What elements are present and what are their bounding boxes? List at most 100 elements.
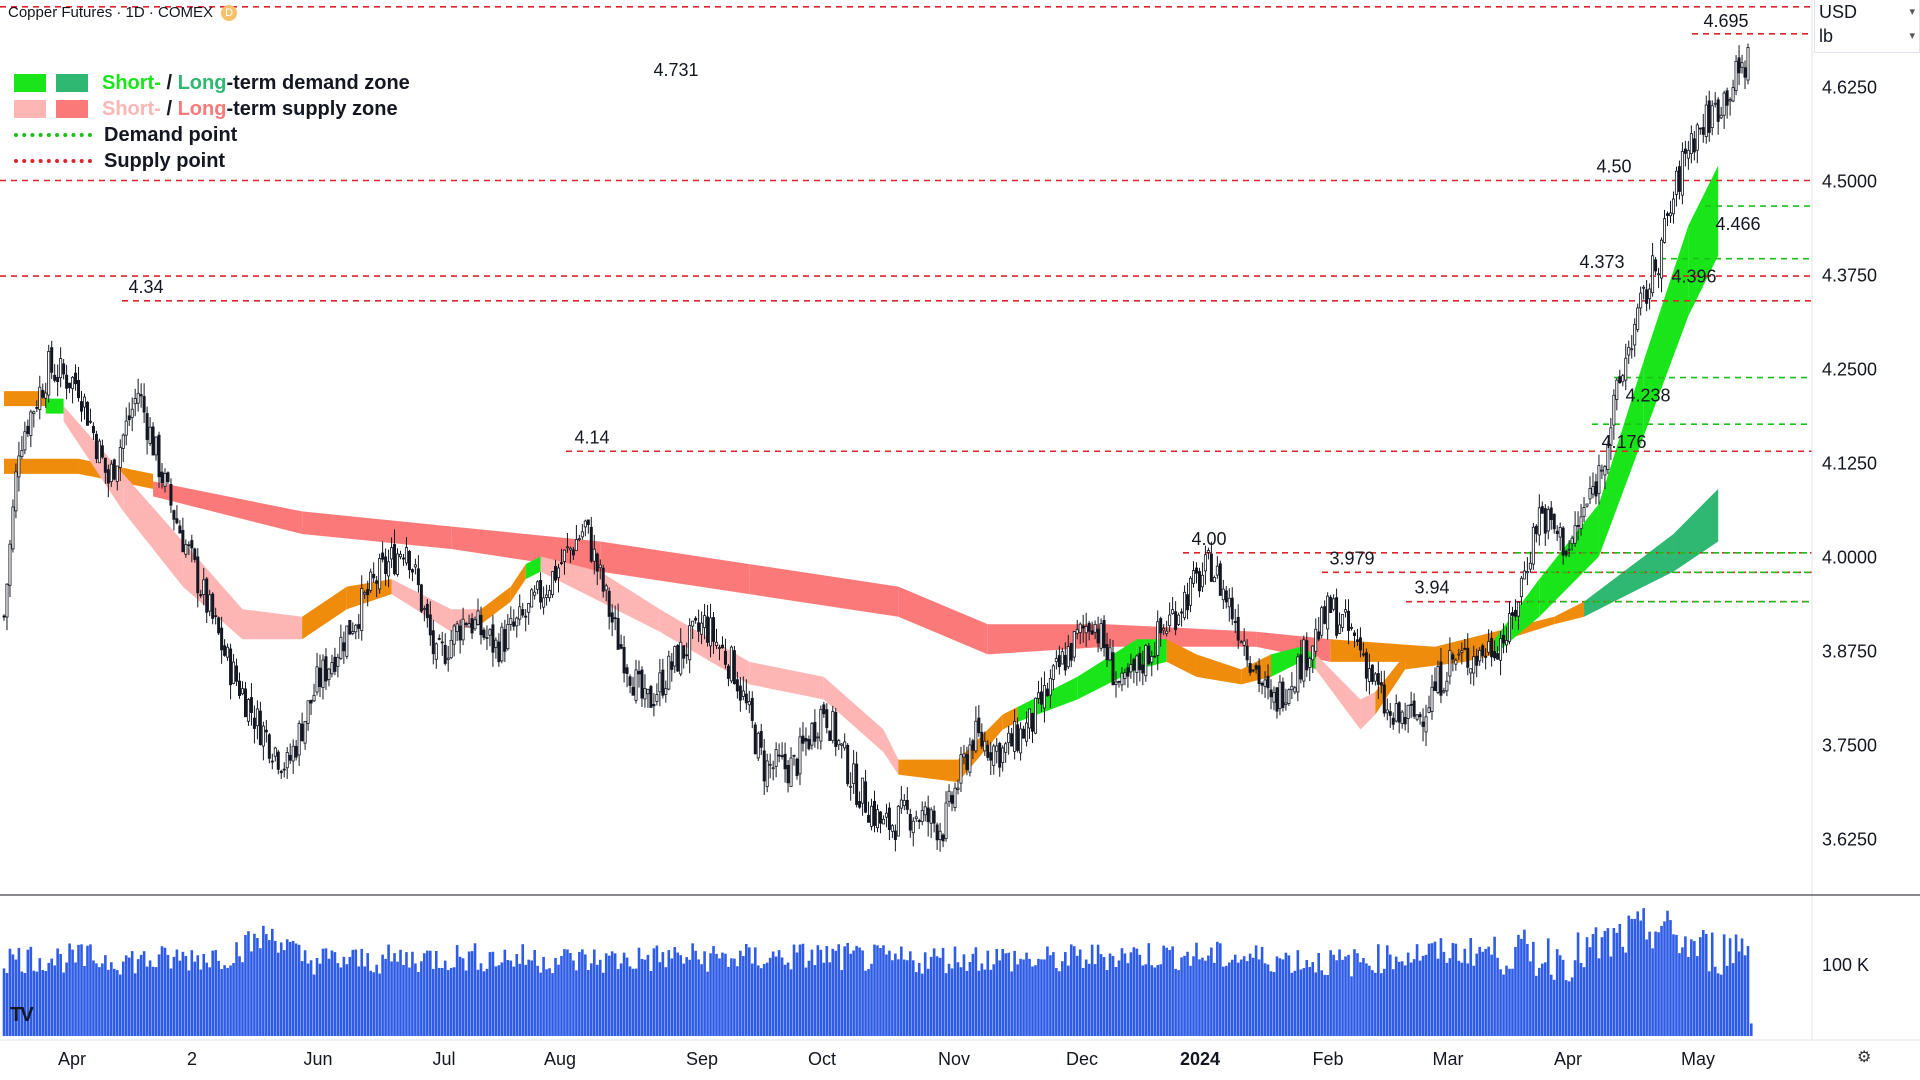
candle-body	[825, 709, 829, 728]
candle-body	[20, 450, 24, 457]
delayed-data-icon[interactable]: D	[221, 4, 238, 21]
volume-bar	[1296, 950, 1300, 1036]
volume-bar	[56, 948, 59, 1036]
candle-body	[1612, 394, 1616, 426]
candle-body	[488, 629, 492, 636]
volume-bar	[1293, 970, 1297, 1036]
candle-body	[1525, 571, 1529, 574]
volume-bar	[390, 961, 393, 1036]
candle-body	[896, 805, 900, 837]
price-candles[interactable]	[2, 43, 1750, 852]
volume-bar	[1204, 960, 1207, 1036]
candle-body	[893, 830, 897, 840]
currency-unit-selector[interactable]: USD ▾ lb ▾	[1814, 0, 1920, 53]
candle-body	[545, 594, 549, 598]
volume-bar	[238, 956, 241, 1036]
volume-bar	[1138, 954, 1142, 1036]
volume-bar	[1570, 977, 1574, 1036]
candle-body	[1126, 667, 1130, 677]
candle-body	[279, 770, 283, 774]
volume-bar	[1427, 943, 1431, 1036]
candle-body	[1725, 90, 1729, 106]
candle-body	[71, 376, 75, 389]
volume-bar	[1555, 949, 1559, 1036]
candle-body	[1311, 645, 1315, 661]
volume-bar	[1588, 947, 1592, 1036]
volume-bar	[1731, 963, 1735, 1036]
volume-bar	[1332, 954, 1335, 1036]
volume-bar	[1591, 934, 1595, 1036]
unit-select[interactable]: lb ▾	[1815, 24, 1919, 48]
price-tick-label: 4.2500	[1822, 360, 1877, 380]
candle-body	[1347, 610, 1351, 631]
candle-body	[252, 717, 256, 729]
candle-body	[449, 639, 453, 659]
volume-bar	[1502, 974, 1505, 1036]
candle-body	[1472, 656, 1476, 674]
candle-body	[1344, 609, 1348, 613]
volume-bar	[130, 951, 134, 1036]
candle-body	[166, 472, 170, 482]
volume-bar	[405, 952, 408, 1036]
candle-body	[464, 623, 468, 625]
volume-bar	[944, 973, 948, 1036]
candle-body	[798, 736, 802, 775]
symbol-title[interactable]: Copper Futures · 1D · COMEX	[8, 4, 214, 21]
candle-body	[673, 646, 677, 667]
candle-body	[524, 615, 528, 618]
volume-bar	[1314, 972, 1318, 1036]
legend-demand-sep-text: /	[160, 71, 178, 94]
supply-point-label: 4.373	[1579, 252, 1624, 272]
volume-bar	[1514, 946, 1517, 1036]
volume-bar	[1490, 954, 1493, 1036]
candle-body	[551, 571, 555, 596]
volume-bar	[1272, 972, 1276, 1036]
tradingview-logo-icon[interactable]: TV	[10, 1004, 34, 1026]
candle-body	[1087, 622, 1091, 632]
candle-body	[565, 546, 569, 549]
volume-bar	[917, 962, 921, 1036]
candle-body	[1153, 655, 1157, 658]
volume-bar	[855, 945, 858, 1036]
candle-body	[1698, 127, 1702, 130]
volume-bar	[1740, 938, 1744, 1036]
candle-body	[1090, 630, 1094, 635]
candle-body	[77, 380, 81, 399]
volume-bar	[587, 970, 590, 1036]
candle-body	[1522, 570, 1526, 580]
volume-bar	[1642, 908, 1645, 1036]
currency-select[interactable]: USD ▾	[1815, 0, 1919, 24]
candle-body	[479, 614, 483, 636]
volume-bar	[411, 951, 414, 1036]
candle-body	[685, 654, 689, 657]
volume-bar	[369, 970, 372, 1036]
volume-bar	[536, 965, 539, 1036]
candle-body	[26, 425, 30, 434]
candle-body	[1457, 653, 1461, 656]
volume-bar	[581, 949, 584, 1036]
volume-bar	[903, 959, 906, 1036]
volume-bar	[515, 954, 519, 1036]
supply-point-label: 4.14	[574, 427, 609, 447]
volume-bar	[1630, 918, 1634, 1036]
volume-bar	[1007, 952, 1010, 1036]
candle-body	[160, 471, 164, 484]
candle-body	[580, 531, 584, 538]
short-term-zone-band	[123, 473, 183, 587]
volume-bar	[89, 944, 92, 1036]
candle-body	[142, 396, 146, 413]
candle-body	[640, 669, 644, 699]
volume-bar	[804, 967, 808, 1036]
volume-bar	[1102, 957, 1106, 1036]
gear-icon[interactable]: ⚙	[1857, 1049, 1872, 1066]
candle-body	[1019, 728, 1023, 754]
volume-bar	[1672, 934, 1675, 1036]
candle-body	[1233, 620, 1237, 623]
candle-body	[223, 645, 227, 656]
volume-bar	[1356, 953, 1359, 1036]
volume-bar	[1224, 965, 1228, 1036]
candle-body	[1743, 67, 1747, 78]
volume-bar	[202, 954, 206, 1036]
candle-body	[890, 825, 894, 832]
volume-bar	[706, 971, 709, 1036]
